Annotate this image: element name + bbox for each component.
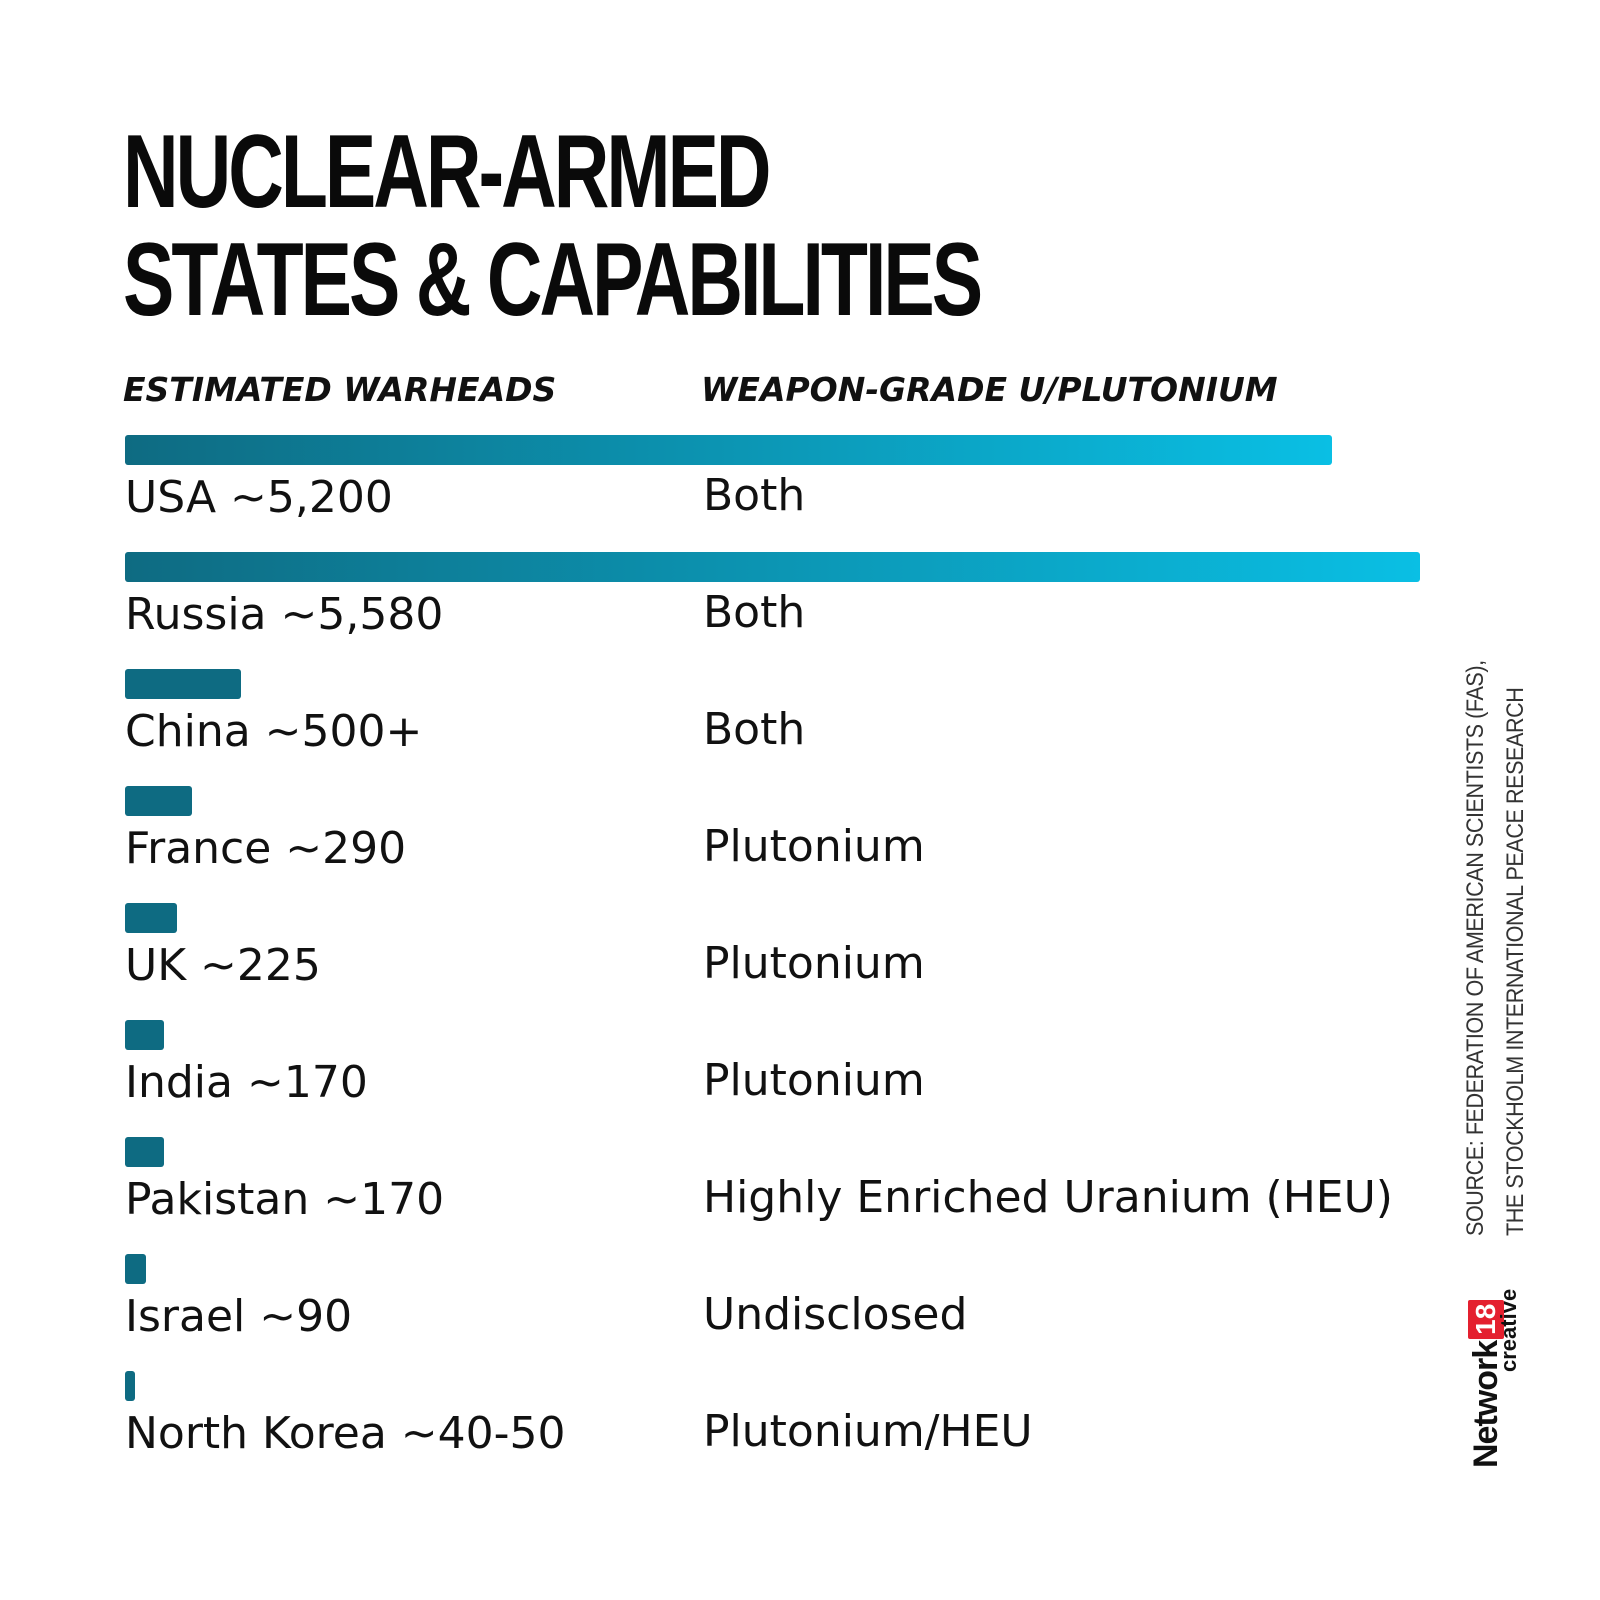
title-line-2: STATES & CAPABILITIES [123,222,983,338]
bar-label-china: China ~500+ [125,706,423,757]
bar-north-korea [125,1371,136,1401]
column-header-material: WEAPON-GRADE U/PLUTONIUM [701,370,1278,409]
bar-label-israel: Israel ~90 [125,1291,353,1342]
material-russia: Both [703,587,806,638]
material-india: Plutonium [703,1055,925,1106]
network18-logo: Network 18 creative [1467,1289,1521,1468]
bar-label-russia: Russia ~5,580 [125,589,444,640]
title-line-1: NUCLEAR-ARMED [123,114,772,230]
material-usa: Both [703,470,806,521]
bar-usa [125,435,1332,465]
source-note: SOURCE: FEDERATION OF AMERICAN SCIENTIST… [1456,596,1536,1236]
bar-label-pakistan: Pakistan ~170 [125,1174,445,1225]
bar-france [125,786,193,816]
bar-uk [125,903,178,933]
bar-label-uk: UK ~225 [125,940,321,991]
material-france: Plutonium [703,821,925,872]
bar-india [125,1020,165,1050]
material-israel: Undisclosed [703,1289,968,1340]
bar-israel [125,1254,146,1284]
bar-china [125,669,242,699]
material-uk: Plutonium [703,938,925,989]
material-china: Both [703,704,806,755]
bar-label-india: India ~170 [125,1057,368,1108]
logo-creative-text: creative [1496,1288,1521,1372]
bar-pakistan [125,1137,165,1167]
material-north-korea: Plutonium/HEU [703,1406,1033,1457]
bar-label-usa: USA ~5,200 [125,472,393,523]
column-header-warheads: ESTIMATED WARHEADS [123,370,557,409]
source-line-1: SOURCE: FEDERATION OF AMERICAN SCIENTIST… [1462,660,1489,1236]
chart-title: NUCLEAR-ARMED STATES & CAPABILITIES [123,114,983,338]
bar-russia [125,552,1420,582]
source-line-2: THE STOCKHOLM INTERNATIONAL PEACE RESEAR… [1502,687,1529,1236]
bar-label-north-korea: North Korea ~40-50 [125,1408,566,1459]
bar-label-france: France ~290 [125,823,407,874]
material-pakistan: Highly Enriched Uranium (HEU) [703,1172,1393,1223]
